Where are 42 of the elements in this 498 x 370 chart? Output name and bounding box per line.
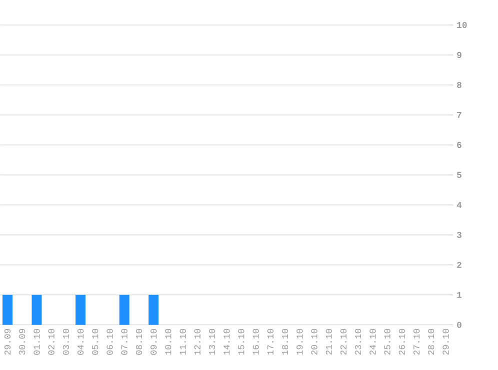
x-tick-label: 05.10	[92, 329, 98, 355]
y-tick-label: 0	[457, 322, 462, 328]
x-tick-label: 08.10	[136, 329, 142, 355]
x-tick-label: 29.09	[4, 329, 11, 355]
x-tick-label: 25.10	[384, 329, 390, 355]
y-tick-label: 3	[456, 232, 462, 238]
x-tick-label: 15.10	[238, 329, 244, 355]
y-tick-label: 7	[457, 112, 462, 118]
x-tick-label: 24.10	[370, 329, 376, 355]
x-tick-label: 16.10	[252, 329, 259, 355]
x-tick-label: 06.10	[106, 329, 113, 355]
x-tick-label: 17.10	[267, 329, 274, 355]
x-tick-label: 13.10	[208, 329, 216, 355]
x-tick-label: 23.10	[355, 329, 362, 355]
y-tick-label: 5	[456, 172, 462, 178]
x-tick-label: 01.10	[34, 329, 40, 355]
y-tick-label: 8	[457, 82, 462, 88]
x-tick-label: 21.10	[326, 329, 332, 355]
x-tick-label: 20.10	[311, 329, 318, 355]
x-tick-label: 27.10	[413, 329, 420, 355]
x-tick-label: 19.10	[296, 329, 303, 355]
x-tick-label: 14.10	[224, 329, 230, 355]
x-tick-label: 02.10	[48, 329, 54, 355]
x-tick-label: 11.10	[180, 329, 186, 355]
y-tick-label: 4	[456, 202, 462, 208]
x-tick-label: 30.09	[19, 329, 26, 355]
y-tick-label: 9	[457, 52, 462, 58]
x-tick-label: 22.10	[340, 329, 347, 355]
x-tick-label: 29.10	[442, 329, 449, 355]
y-tick-label: 6	[457, 142, 462, 148]
x-tick-label: 04.10	[78, 329, 84, 355]
x-tick-label: 26.10	[398, 329, 405, 355]
x-tick-label: 03.10	[62, 329, 69, 355]
x-tick-label: 18.10	[282, 329, 288, 355]
x-tick-label: 09.10	[150, 329, 157, 355]
x-tick-label: 12.10	[194, 329, 200, 355]
y-tick-label: 1	[457, 292, 462, 298]
y-tick-label: 2	[457, 262, 462, 268]
x-tick-label: 28.10	[428, 329, 434, 355]
y-tick-label: 10	[457, 22, 467, 28]
x-tick-label: 07.10	[121, 329, 128, 355]
x-tick-label: 10.10	[165, 329, 172, 355]
